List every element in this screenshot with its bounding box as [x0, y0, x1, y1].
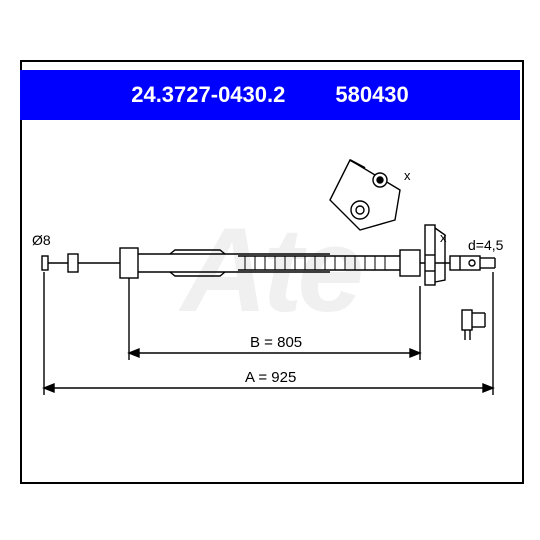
bracket-detail — [330, 160, 400, 230]
dim-a-label: A = 925 — [245, 369, 296, 386]
right-clevis — [450, 256, 495, 270]
dim-b-label: B = 805 — [250, 334, 302, 351]
cable-body — [120, 248, 450, 278]
small-detail — [462, 310, 485, 340]
technical-drawing: Ø8 d=4,5 x x B = 805 A = 925 — [20, 60, 520, 480]
left-end-fitting — [42, 254, 120, 272]
x-label-2: x — [440, 230, 447, 245]
x-label-1: x — [404, 168, 411, 183]
diameter-right-label: d=4,5 — [468, 237, 504, 253]
diameter-left-label: Ø8 — [32, 232, 51, 248]
